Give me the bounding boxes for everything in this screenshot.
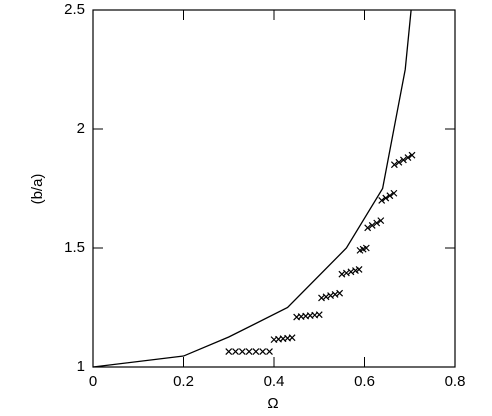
cross-marker	[342, 269, 350, 277]
cross-marker	[238, 348, 246, 355]
cross-marker	[259, 348, 267, 355]
x-axis-label: Ω	[267, 395, 278, 412]
y-axis-label: (b/a)	[29, 174, 46, 205]
cross-marker	[331, 290, 339, 298]
cross-marker	[322, 293, 330, 301]
cross-marker	[373, 219, 381, 227]
cross-marker	[364, 224, 372, 232]
y-tick-label: 2	[77, 120, 85, 137]
x-tick-label: 0.8	[445, 373, 466, 390]
cross-marker	[377, 217, 385, 225]
cross-marker	[327, 292, 334, 300]
cross-marker	[338, 270, 346, 278]
x-tick-label: 0.2	[173, 373, 194, 390]
cross-marker	[390, 189, 398, 197]
cross-marker	[315, 311, 323, 319]
cross-marker	[245, 348, 253, 355]
cross-marker	[355, 265, 363, 273]
cross-marker	[382, 194, 390, 202]
y-tick-label: 1	[77, 358, 85, 375]
cross-marker	[378, 196, 386, 204]
x-tick-label: 0	[89, 373, 97, 390]
cross-marker	[225, 348, 233, 355]
cross-marker	[399, 156, 407, 164]
cross-marker	[395, 158, 403, 166]
cross-marker	[232, 348, 239, 355]
cross-marker	[318, 294, 325, 302]
cross-marker	[404, 154, 412, 161]
y-tick-label: 1.5	[64, 239, 85, 256]
cross-marker	[347, 268, 355, 276]
cross-marker	[288, 334, 296, 342]
cross-marker	[390, 161, 398, 169]
cross-marker	[266, 348, 273, 355]
x-tick-label: 0.6	[354, 373, 375, 390]
cross-marker	[336, 289, 344, 297]
cross-marker	[252, 348, 260, 355]
cross-marker	[408, 151, 416, 159]
plot-frame	[92, 9, 456, 368]
cross-marker	[362, 244, 370, 252]
cross-marker	[386, 192, 394, 200]
y-tick-label: 2.5	[64, 1, 85, 18]
curve	[92, 9, 412, 368]
cross-marker	[368, 221, 376, 229]
x-tick-label: 0.4	[264, 373, 285, 390]
